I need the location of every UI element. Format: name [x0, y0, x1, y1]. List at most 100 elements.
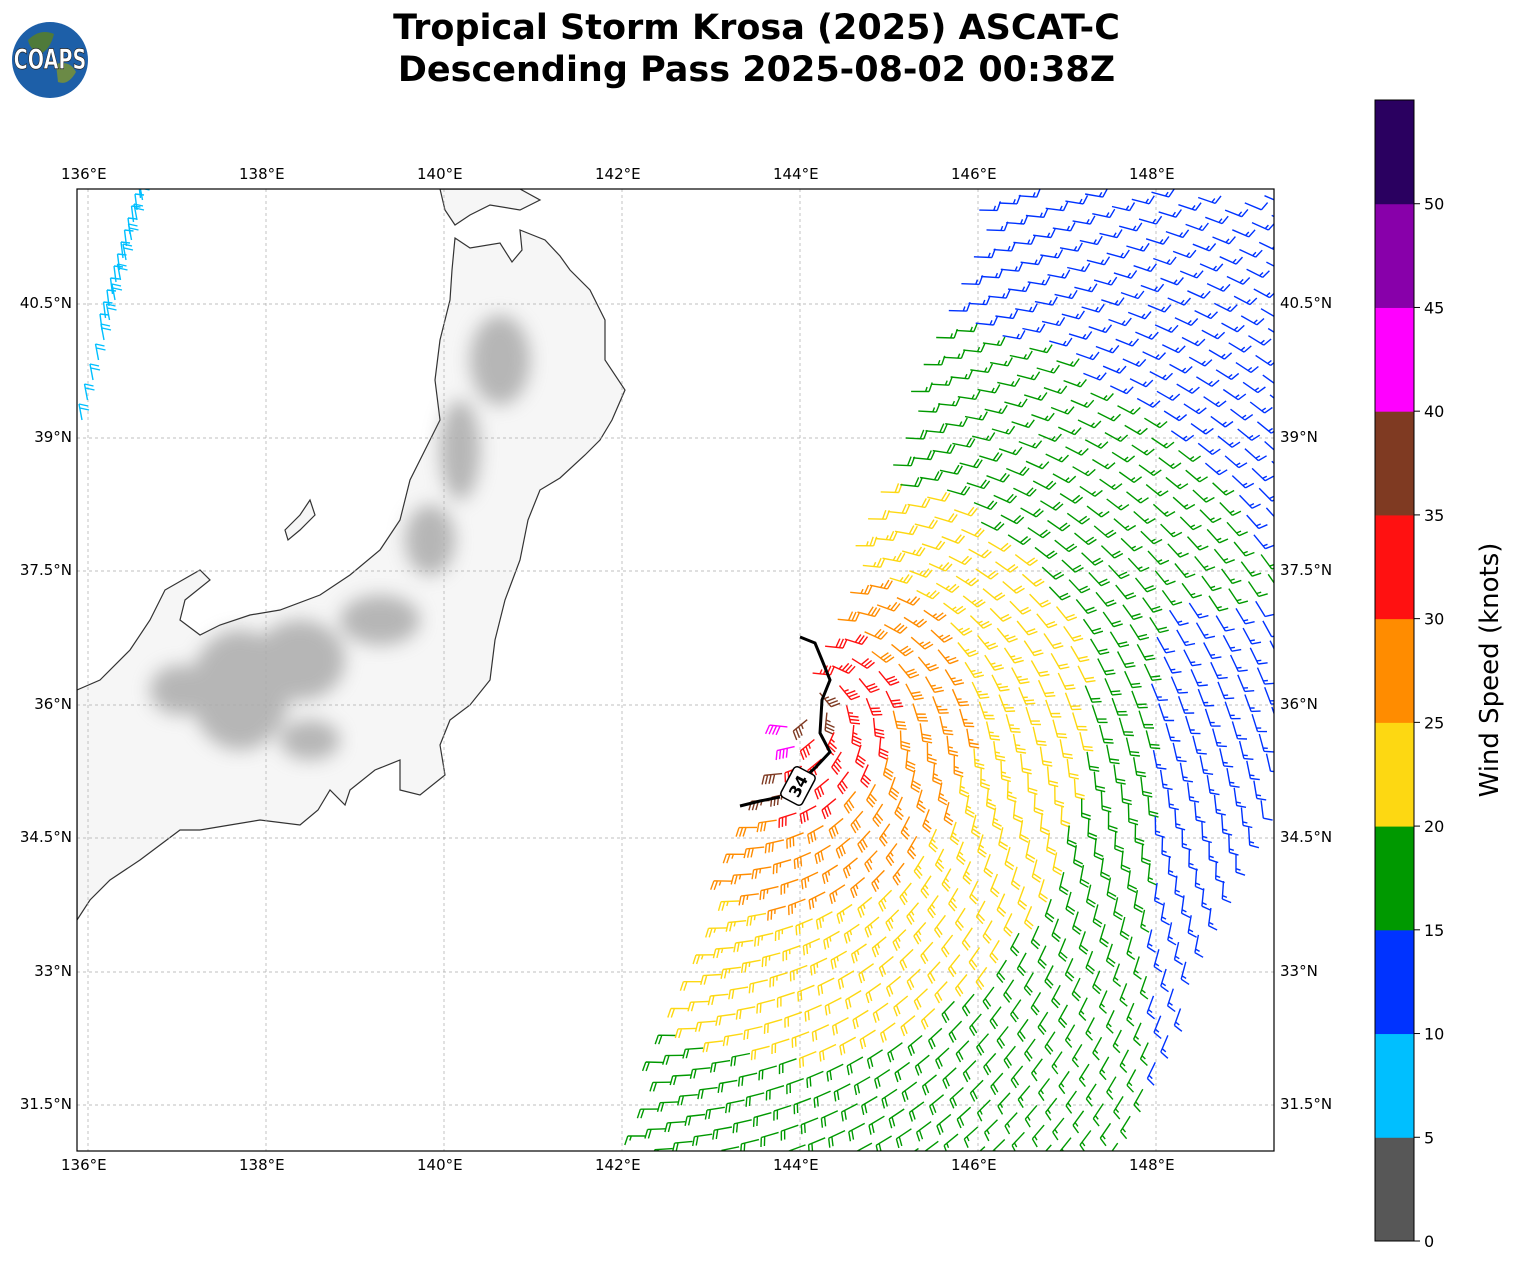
wind-barb	[1222, 634, 1242, 652]
wind-barb	[1194, 802, 1206, 823]
wind-barb	[1147, 796, 1159, 818]
wind-barb	[948, 1020, 963, 1043]
wind-barb	[895, 1128, 912, 1149]
wind-barb	[1213, 794, 1226, 816]
wind-barb	[1139, 975, 1149, 1000]
wind-barb	[1017, 886, 1028, 910]
wind-barb	[1013, 487, 1037, 497]
wind-barb	[1105, 1010, 1115, 1034]
wind-barb	[1120, 537, 1143, 552]
wind-barbs	[78, 189, 1274, 1151]
wind-barb	[810, 957, 828, 976]
wind-barb	[1197, 195, 1222, 205]
wind-barb	[1054, 289, 1078, 300]
wind-barb	[850, 943, 867, 964]
wind-barb	[1034, 296, 1058, 306]
wind-barb	[1043, 633, 1064, 650]
wind-barb	[950, 622, 973, 636]
wind-barb	[878, 823, 891, 847]
wind-barb	[871, 936, 887, 958]
lon-tick-top: 138°E	[239, 165, 285, 183]
wind-barb	[1072, 466, 1096, 477]
wind-barb	[1237, 428, 1261, 441]
wind-barb	[1106, 498, 1130, 511]
wind-barb	[1135, 331, 1159, 340]
wind-barb	[909, 568, 933, 578]
wind-barb	[1058, 938, 1068, 962]
wind-barb	[1023, 972, 1034, 996]
lat-tick-right: 39°N	[1280, 428, 1318, 446]
wind-barb	[1203, 396, 1227, 408]
wind-barb	[887, 1042, 903, 1063]
wind-barb	[1206, 282, 1231, 292]
wind-barb	[840, 1103, 858, 1122]
wind-barb	[806, 1070, 824, 1088]
wind-barb	[892, 929, 907, 952]
wind-barb	[1006, 466, 1030, 477]
wind-barb	[950, 369, 974, 380]
wind-barb	[831, 1016, 849, 1036]
wind-barb	[934, 513, 958, 523]
wind-barb	[1253, 288, 1274, 299]
wind-barb	[1134, 823, 1145, 846]
lat-tick-left: 37.5°N	[19, 561, 72, 579]
wind-barb	[843, 923, 860, 944]
wind-barb	[926, 742, 937, 765]
wind-barb	[977, 384, 1001, 394]
wind-barb	[1004, 846, 1015, 871]
wind-barb	[906, 968, 921, 991]
wind-barb	[925, 423, 948, 434]
wind-barb	[919, 723, 933, 744]
colorbar-bin	[1375, 618, 1414, 723]
wind-barb	[1059, 493, 1084, 504]
wind-barb	[1106, 1076, 1117, 1100]
wind-barb	[1084, 439, 1109, 449]
wind-barb	[1232, 229, 1256, 238]
wind-barb	[1142, 351, 1167, 361]
colorbar-bin	[1375, 514, 1414, 620]
wind-barb	[935, 582, 960, 594]
wind-barb	[1088, 324, 1113, 334]
wind-barb	[1158, 457, 1182, 469]
wind-barb	[1269, 640, 1274, 651]
wind-barb	[928, 828, 938, 853]
wind-barb	[1219, 748, 1234, 768]
wind-barb	[1086, 256, 1111, 266]
wind-barb	[1160, 277, 1184, 286]
wind-barb	[807, 1137, 826, 1151]
wind-barb	[694, 1020, 716, 1032]
wind-barb	[704, 1106, 725, 1120]
wind-barb	[1173, 941, 1183, 966]
wind-barb	[1242, 627, 1262, 645]
wind-barb	[1044, 1144, 1052, 1151]
wind-barb	[1212, 236, 1236, 245]
wind-barb	[938, 396, 961, 407]
lon-tick-top: 144°E	[773, 165, 819, 183]
colorbar-label: Wind Speed (knots)	[1475, 542, 1505, 798]
wind-barb	[982, 920, 993, 944]
wind-barb	[839, 1036, 857, 1056]
wind-barb	[927, 895, 939, 919]
wind-barb	[1244, 448, 1267, 462]
wind-barb	[889, 574, 913, 584]
wind-barb	[1119, 916, 1130, 941]
wind-barb	[1068, 331, 1093, 340]
wind-barb	[1217, 435, 1241, 448]
wind-barb	[864, 850, 878, 873]
wind-barb	[1178, 202, 1202, 211]
wind-barb	[962, 1060, 977, 1083]
wind-barb	[644, 1128, 666, 1139]
wind-barb	[1079, 732, 1094, 752]
wind-barb	[957, 390, 981, 400]
wind-barb	[1079, 485, 1103, 497]
colorbar-tick-label: 50	[1424, 195, 1444, 214]
wind-barb	[1237, 674, 1255, 693]
wind-barb	[1083, 372, 1107, 381]
wind-barb	[712, 946, 734, 959]
wind-barb	[923, 609, 947, 622]
wind-barb	[1235, 608, 1255, 625]
wind-barb	[761, 952, 781, 968]
wind-barb	[1056, 358, 1080, 367]
wind-barb	[1041, 566, 1065, 580]
wind-barb	[927, 1027, 943, 1050]
